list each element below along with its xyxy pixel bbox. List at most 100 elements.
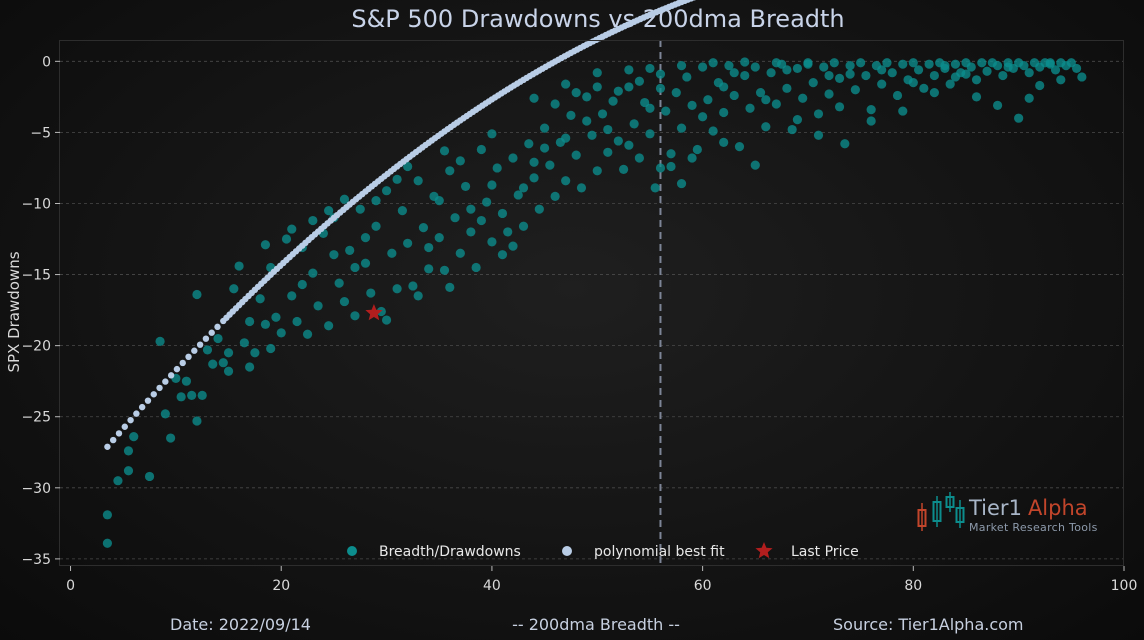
scatter-point [645,103,655,113]
scatter-point [313,301,323,311]
footer-date: Date: 2022/09/14 [170,615,311,634]
scatter-point [971,92,982,102]
legend-label-best-fit: polynomial best fit [594,544,725,560]
chart-title: S&P 500 Drawdowns vs 200dma Breadth [351,5,844,33]
scatter-point [561,79,571,89]
scatter-point [587,130,597,140]
scatter-point [866,116,876,126]
y-axis-label: SPX Drawdowns [5,251,23,372]
scatter-point [655,163,666,173]
scatter-point [582,116,592,126]
scatter-point [123,466,134,476]
scatter-point [961,69,971,79]
scatter-point [434,196,444,206]
scatter-point [381,186,392,196]
scatter-point [898,106,908,116]
scatter-point [992,100,1003,110]
scatter-point [513,190,523,200]
scatter-point [982,66,992,76]
scatter-point [518,183,529,193]
scatter-point [719,107,729,118]
scatter-point [371,196,381,206]
scatter-point [787,124,797,135]
scatter-point [455,248,465,258]
scatter-point [387,248,397,258]
brand-tagline: Market Research Tools [969,521,1098,534]
scatter-point [366,288,376,298]
scatter-point [550,99,560,109]
scatter-point [877,79,887,89]
scatter-point [929,88,939,98]
x-tick-label: 0 [66,578,75,594]
scatter-point [603,124,613,135]
scatter-point [698,62,708,72]
fit-point [202,335,210,342]
fit-point [150,391,157,398]
scatter-point [624,82,634,92]
x-tick-label: 100 [1111,578,1138,594]
fit-point [133,410,140,417]
scatter-point [771,99,781,109]
scatter-point [424,264,434,274]
scatter-point [824,89,834,99]
scatter-point [766,68,776,78]
y-tick-label: 0 [42,54,51,70]
scatter-point [334,278,344,288]
y-tick-label: −35 [21,552,51,568]
fit-point [127,416,134,424]
scatter-point [740,70,750,81]
scatter-point [534,204,544,214]
scatter-point [308,268,318,278]
scatter-point [1024,68,1034,78]
scatter-point [123,446,134,456]
scatter-point [592,82,602,92]
fit-point [138,403,146,411]
scatter-point [950,59,961,69]
scatter-point [676,60,687,71]
scatter-point [455,156,465,166]
fit-point [185,353,192,361]
scatter-point [492,163,502,173]
scatter-point [213,333,223,344]
scatter-point [392,174,402,184]
scatter-point [450,213,460,223]
scatter-point [566,110,576,120]
scatter-point [729,90,739,101]
scatter-point [413,176,423,186]
scatter-point [439,265,450,275]
fit-point [214,323,221,331]
scatter-point [592,166,602,176]
scatter-point [745,103,755,113]
scatter-point [561,133,571,143]
last-price-series [365,303,383,321]
legend-label-breadth: Breadth/Drawdowns [379,544,521,560]
scatter-point [840,139,850,149]
legend: Breadth/Drawdowns polynomial best fit La… [347,542,859,560]
scatter-point [297,279,307,290]
scatter-point [266,343,276,354]
scatter-point [376,306,386,317]
scatter-point [345,245,355,255]
fit-point [208,329,215,336]
scatter-point [418,223,429,233]
scatter-point [476,215,486,226]
scatter-point [281,234,292,244]
x-tick-label: 80 [904,578,922,594]
scatter-point [445,166,455,176]
scatter-point [239,338,249,348]
scatter-point [545,160,555,170]
fit-point [167,372,175,379]
scatter-point [608,96,618,106]
fit-point [115,430,123,437]
scatter-point [782,65,792,75]
scatter-point [1077,72,1087,82]
scatter-point [966,62,976,72]
scatter-point [929,70,939,81]
scatter-point [1050,65,1061,75]
scatter-point [619,164,629,174]
scatter-point [924,59,934,69]
scatter-point [824,70,834,81]
scatter-point [750,62,760,72]
scatter-point [229,284,239,294]
scatter-point [508,153,518,163]
